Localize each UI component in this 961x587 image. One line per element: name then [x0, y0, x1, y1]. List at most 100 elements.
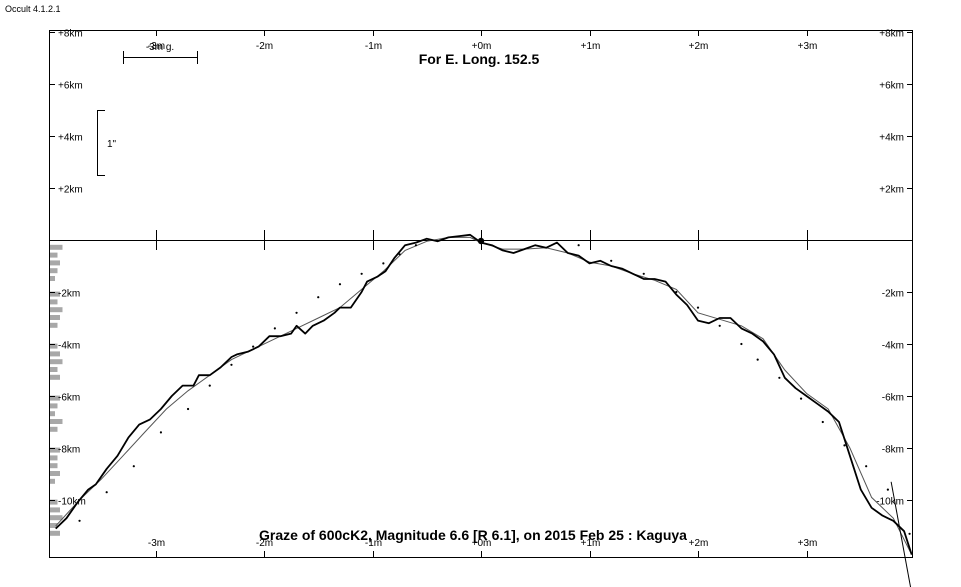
- mean-limb-point: [740, 342, 743, 346]
- y-tick-label-left: +6km: [58, 81, 83, 92]
- histogram-bar: [50, 359, 63, 365]
- x-tick-label-top: +1m: [581, 41, 601, 52]
- smoothed-limb-line: [55, 236, 913, 555]
- histogram-bar: [50, 315, 60, 320]
- x-tick-label-bottom: +3m: [798, 538, 818, 549]
- mean-limb-point: [821, 420, 824, 424]
- y-tick-label-left: -10km: [58, 497, 86, 508]
- y-axis-ticks: +8km +8km +6km +6km +4km +4km +2km +2km -2km -2km…: [49, 29, 913, 508]
- histogram-bar: [50, 276, 55, 281]
- mean-limb-point: [230, 363, 233, 366]
- mean-limb-point: [843, 444, 846, 447]
- x-tick-label-top: +3m: [798, 41, 818, 52]
- mean-limb-point: [778, 376, 781, 379]
- y-tick-label-right: +4km: [879, 133, 904, 144]
- mean-limb-point: [718, 324, 721, 327]
- mean-limb-point: [610, 259, 613, 262]
- series-clip-group: [55, 233, 913, 555]
- x-tick-label-bottom: +1m: [581, 538, 601, 549]
- mean-limb-point: [414, 244, 417, 247]
- y-tick-label-right: -10km: [876, 497, 904, 508]
- histogram-bar: [50, 244, 63, 250]
- mean-limb-point: [295, 311, 298, 314]
- series-layer: [55, 233, 913, 587]
- plot-frame: [49, 30, 913, 558]
- mean-limb-point: [78, 519, 81, 522]
- y-tick-label-right: -6km: [882, 393, 904, 404]
- mean-limb-point: [105, 491, 108, 494]
- histogram-bar: [50, 455, 58, 461]
- x-axis-ticks: -3m -3m -2m -2m -1m -1m +0m +0m +1m +1m +2m +2m +3m +…: [148, 30, 817, 557]
- histogram-bar: [50, 252, 58, 258]
- histogram-bar: [50, 471, 60, 476]
- y-tick-label-right: -2km: [882, 289, 904, 300]
- mean-limb-point: [273, 327, 276, 330]
- histogram-bar: [50, 426, 58, 432]
- histogram-bar: [50, 478, 55, 484]
- mean-limb-point: [398, 253, 401, 256]
- mean-limb-point: [132, 465, 135, 468]
- mean-limb-point: [799, 397, 803, 400]
- app-title: Occult 4.1.2.1: [5, 4, 61, 14]
- mean-limb-point: [382, 262, 385, 265]
- y-tick-label-left: +2km: [58, 185, 83, 196]
- mean-limb-point: [642, 272, 645, 275]
- histogram-bar: [50, 403, 58, 409]
- mean-limb-point: [317, 296, 320, 299]
- scale-bars: -3m g. 1": [97, 42, 198, 176]
- histogram-bar: [50, 463, 58, 469]
- y-tick-label-left: -4km: [58, 341, 80, 352]
- x-tick-label-bottom: -3m: [148, 538, 165, 549]
- y-tick-label-right: -8km: [882, 445, 904, 456]
- mean-limb-point: [675, 290, 678, 294]
- histogram-bar: [50, 351, 60, 357]
- histogram-layer: [50, 244, 63, 536]
- observer-path-line: [890, 481, 912, 587]
- mean-limb-point: [186, 407, 190, 411]
- mean-limb-point: [865, 465, 868, 468]
- scale-bar-x-label: -3m g.: [146, 42, 174, 53]
- y-tick-label-right: +6km: [879, 81, 904, 92]
- y-tick-label-left: +4km: [58, 133, 83, 144]
- histogram-bar: [50, 268, 58, 274]
- mean-limb-point: [338, 283, 342, 286]
- mean-limb-point: [360, 272, 363, 275]
- mean-limb-point: [252, 345, 255, 348]
- kaguya-limb-line: [55, 233, 913, 555]
- x-tick-label-top: -2m: [256, 41, 273, 52]
- scale-bar-y-label: 1": [107, 139, 117, 150]
- histogram-bar: [50, 523, 58, 528]
- y-tick-label-left: -2km: [58, 289, 80, 300]
- histogram-bar: [50, 515, 63, 521]
- x-tick-label-top: +0m: [472, 41, 492, 52]
- mean-limb-point: [886, 488, 889, 491]
- x-tick-label-bottom: -2m: [256, 538, 273, 549]
- y-tick-label-right: +8km: [879, 29, 904, 40]
- histogram-bar: [50, 419, 63, 424]
- histogram-bar: [50, 367, 58, 372]
- histogram-bar: [50, 299, 58, 305]
- y-tick-label-left: +8km: [58, 29, 83, 40]
- y-tick-label-right: -4km: [882, 341, 904, 352]
- histogram-bar: [50, 447, 60, 453]
- histogram-bar: [50, 507, 60, 513]
- star-position-marker: [477, 237, 485, 245]
- x-tick-label-top: +2m: [689, 41, 709, 52]
- histogram-bar: [50, 291, 60, 297]
- chart-title: For E. Long. 152.5: [419, 51, 540, 67]
- mean-limb-point: [208, 384, 211, 387]
- x-tick-label-bottom: -1m: [365, 538, 382, 549]
- y-tick-label-left: -6km: [58, 393, 80, 404]
- histogram-bar: [50, 343, 58, 349]
- histogram-bar: [50, 411, 55, 417]
- histogram-bar: [50, 260, 60, 266]
- y-tick-label-right: +2km: [879, 185, 904, 196]
- histogram-bar: [50, 499, 58, 505]
- mean-limb-point: [908, 532, 911, 535]
- mean-limb-point: [756, 358, 759, 361]
- x-tick-label-bottom: +2m: [689, 538, 709, 549]
- histogram-bar: [50, 307, 63, 313]
- x-tick-label-top: -1m: [365, 41, 382, 52]
- histogram-bar: [50, 530, 60, 536]
